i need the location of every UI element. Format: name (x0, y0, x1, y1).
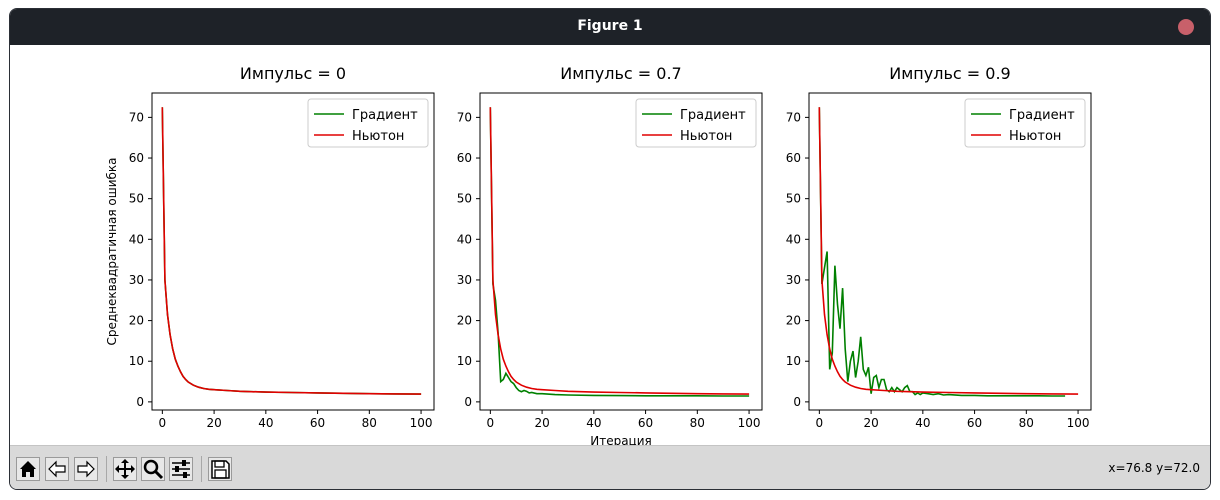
back-button[interactable] (45, 457, 69, 481)
y-tick-label: 30 (786, 273, 801, 287)
toolbar-separator (106, 456, 107, 482)
x-tick-label: 40 (915, 416, 930, 430)
y-tick-label: 20 (129, 314, 144, 328)
magnifier-icon (143, 459, 164, 480)
x-tick-label: 60 (638, 416, 653, 430)
zoom-button[interactable] (141, 457, 165, 481)
y-tick-label: 70 (786, 110, 801, 124)
y-tick-label: 50 (129, 192, 144, 206)
configure-subplots-button[interactable] (169, 457, 193, 481)
sliders-icon (172, 460, 190, 478)
y-tick-label: 0 (464, 395, 472, 409)
y-tick-label: 20 (786, 314, 801, 328)
legend-label: Ньютон (1009, 129, 1061, 144)
y-tick-label: 0 (136, 395, 144, 409)
y-tick-label: 10 (786, 354, 801, 368)
y-tick-label: 20 (457, 314, 472, 328)
y-tick-label: 60 (786, 151, 801, 165)
legend-label: Ньютон (352, 129, 404, 144)
title-bar[interactable]: Figure 1 (10, 9, 1210, 45)
y-tick-label: 50 (457, 192, 472, 206)
home-button[interactable] (16, 457, 40, 481)
figure-canvas[interactable]: Импульс = 0 0 20 40 60 80 100 0 10 20 30 40 50 60 70 Ср… (10, 45, 1210, 445)
x-tick-label: 100 (738, 416, 761, 430)
x-tick-label: 100 (1067, 416, 1090, 430)
move-icon (115, 459, 135, 479)
forward-button[interactable] (74, 457, 98, 481)
window-title: Figure 1 (577, 18, 643, 34)
close-button[interactable] (1178, 19, 1194, 35)
subplot-title: Импульс = 0.9 (889, 64, 1010, 83)
subplot-title: Импульс = 0 (240, 64, 346, 83)
subplot-3: Импульс = 0.9 0 20 40 60 80 100 0 10 20 30 40 50 60 70… (786, 64, 1092, 430)
series-line-gradient (489, 107, 750, 397)
y-tick-label: 60 (129, 151, 144, 165)
x-tick-label: 80 (1019, 416, 1034, 430)
cursor-coordinates: x=76.8 y=72.0 (1108, 461, 1200, 475)
x-tick-label: 100 (410, 416, 433, 430)
axes-frame (151, 92, 435, 411)
figure-window: Figure 1 Импульс = 0 0 20 40 60 80 100 0 10 20 30 4… (9, 8, 1211, 490)
y-tick-label: 10 (129, 354, 144, 368)
y-tick-label: 10 (457, 354, 472, 368)
y-tick-label: 40 (129, 232, 144, 246)
floppy-disk-icon (211, 460, 230, 479)
navigation-toolbar: x=76.8 y=72.0 (10, 445, 1210, 489)
x-tick-label: 60 (310, 416, 325, 430)
series-line-gradient (161, 107, 422, 395)
x-tick-label: 40 (258, 416, 273, 430)
series-line-newton (489, 107, 750, 395)
legend: Градиент Ньютон (307, 98, 429, 148)
series-line-newton (818, 107, 1079, 395)
toolbar-separator (201, 456, 202, 482)
legend-label: Ньютон (680, 129, 732, 144)
x-tick-label: 40 (586, 416, 601, 430)
x-axis-label: Итерация (590, 434, 652, 445)
y-tick-label: 70 (129, 110, 144, 124)
x-tick-label: 0 (487, 416, 495, 430)
x-tick-label: 80 (362, 416, 377, 430)
y-tick-label: 60 (457, 151, 472, 165)
pan-button[interactable] (113, 457, 137, 481)
subplot-title: Импульс = 0.7 (560, 64, 681, 83)
arrow-left-icon (48, 460, 66, 478)
legend-label: Градиент (1009, 108, 1075, 123)
y-axis-label: Среднеквадратичная ошибка (105, 157, 119, 345)
y-tick-label: 30 (457, 273, 472, 287)
legend-label: Градиент (680, 108, 746, 123)
legend: Градиент Ньютон (964, 98, 1086, 148)
legend: Градиент Ньютон (635, 98, 757, 148)
x-tick-label: 0 (816, 416, 824, 430)
x-tick-label: 20 (206, 416, 221, 430)
x-tick-label: 20 (534, 416, 549, 430)
x-tick-label: 60 (967, 416, 982, 430)
arrow-right-icon (77, 460, 95, 478)
y-tick-label: 50 (786, 192, 801, 206)
y-tick-label: 40 (786, 232, 801, 246)
subplot-1: Импульс = 0 0 20 40 60 80 100 0 10 20 30 40 50 60 70 Ср… (105, 64, 435, 430)
axes-frame (479, 92, 763, 411)
subplot-2: Импульс = 0.7 0 20 40 60 80 100 0 10 20 30 40 50 60 70… (457, 64, 763, 445)
x-tick-label: 20 (863, 416, 878, 430)
y-tick-label: 0 (793, 395, 801, 409)
save-button[interactable] (208, 457, 232, 481)
legend-label: Градиент (352, 108, 418, 123)
y-tick-label: 70 (457, 110, 472, 124)
axes-frame (808, 92, 1092, 411)
series-line-newton (161, 107, 422, 395)
series-line-gradient (818, 107, 1066, 397)
x-tick-label: 0 (159, 416, 167, 430)
y-tick-label: 30 (129, 273, 144, 287)
home-icon (20, 461, 36, 477)
x-tick-label: 80 (690, 416, 705, 430)
y-tick-label: 40 (457, 232, 472, 246)
